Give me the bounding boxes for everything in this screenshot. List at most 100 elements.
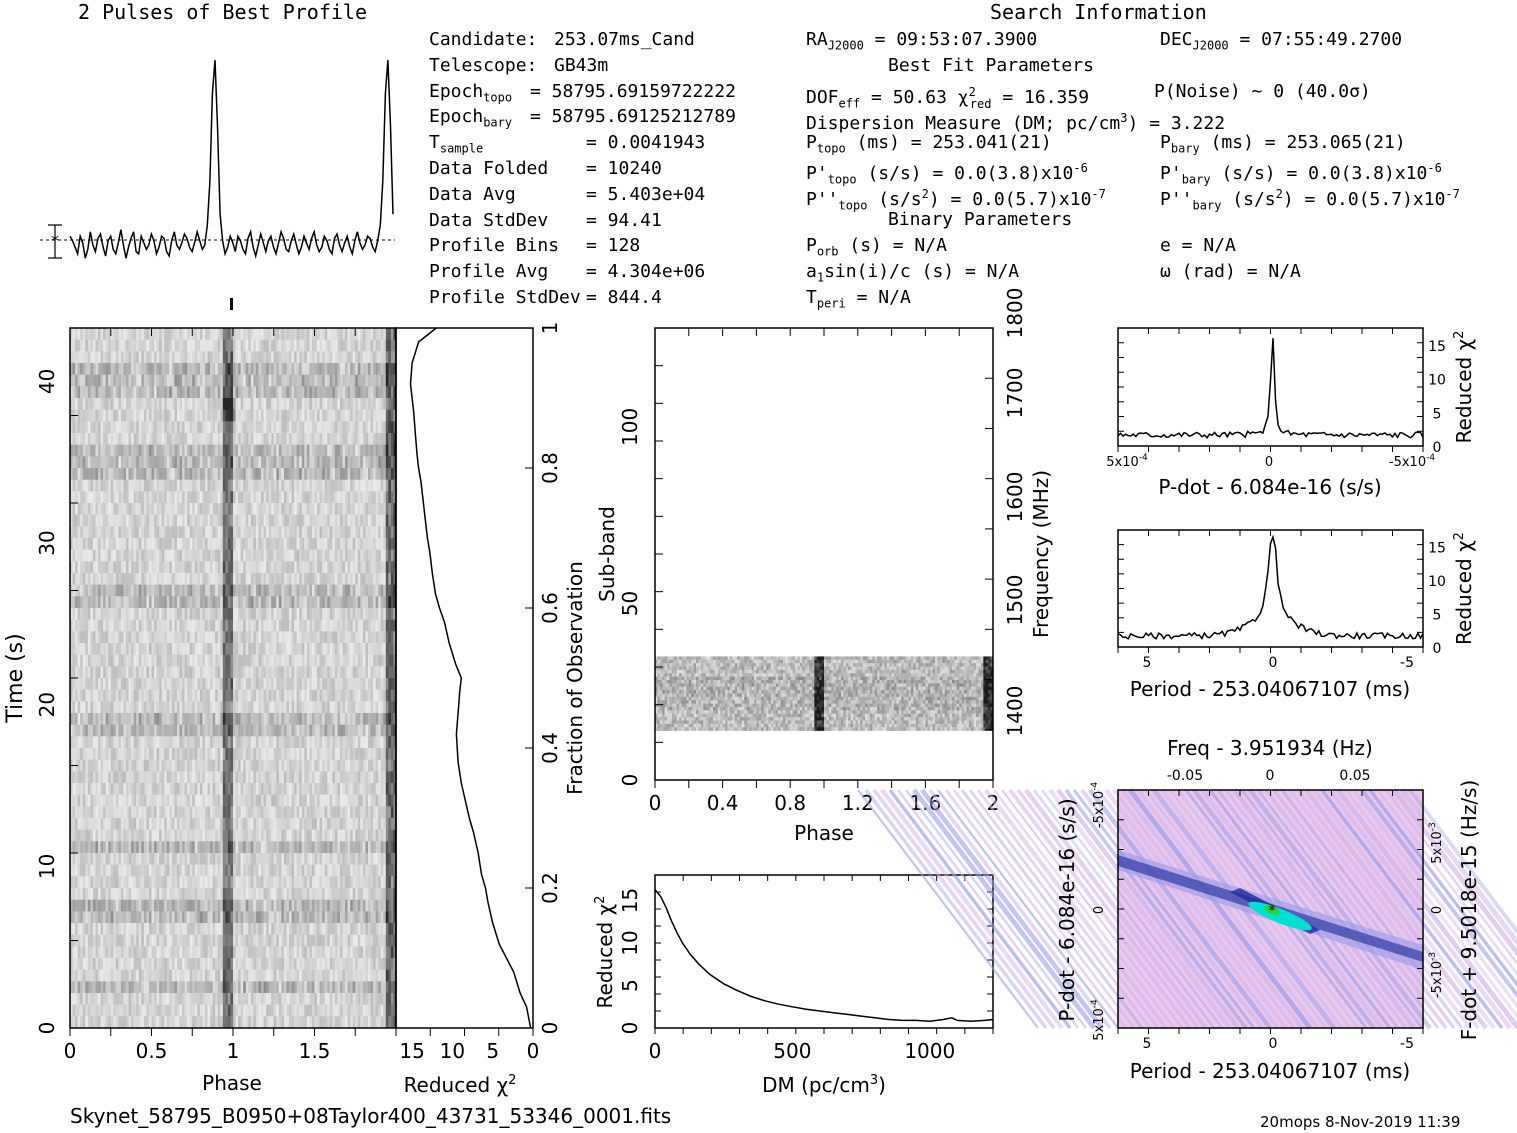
heat-cell: [286, 689, 290, 702]
heat-cell: [248, 643, 252, 655]
heat-cell: [375, 654, 379, 667]
heat-cell: [278, 503, 282, 515]
heat-cell: [337, 549, 341, 562]
heat-cell: [289, 759, 292, 772]
heat-cell: [108, 584, 112, 597]
heat-cell: [75, 526, 78, 539]
heat-cell: [255, 759, 259, 772]
heat-cell: [345, 654, 348, 667]
heat-cell: [261, 736, 264, 749]
heat-cell: [342, 374, 346, 387]
heat-cell: [103, 538, 106, 550]
heat-cell: [271, 608, 275, 620]
heat-cell: [184, 456, 188, 469]
heat-cell: [233, 444, 236, 457]
heat-cell: [309, 678, 313, 690]
heat-cell: [245, 386, 249, 399]
heat-cell: [98, 619, 101, 632]
heat-cell: [92, 503, 96, 515]
heat-cell: [304, 444, 308, 457]
heat-cell: [339, 596, 343, 609]
heat-cell: [156, 584, 160, 597]
heat-cell: [161, 444, 165, 457]
heat-cell: [385, 619, 389, 632]
heat-cell: [329, 503, 333, 515]
heat-cell: [276, 491, 280, 504]
heat-cell: [309, 433, 313, 445]
heat-cell: [286, 409, 290, 422]
heat-cell: [220, 433, 224, 445]
heat-cell: [276, 363, 280, 375]
heat-cell: [141, 421, 145, 434]
heat-cell: [332, 573, 336, 585]
heat-cell: [365, 409, 369, 422]
heat-cell: [263, 374, 267, 387]
heat-cell: [324, 713, 328, 725]
heat-cell: [261, 409, 264, 422]
heat-cell: [113, 514, 117, 527]
heat-cell: [179, 491, 183, 504]
heat-cell: [215, 479, 219, 492]
heat-cell: [367, 549, 371, 562]
heat-cell: [110, 456, 114, 469]
heat-cell: [317, 654, 320, 667]
heat-cell: [268, 409, 272, 422]
heat-cell: [110, 608, 114, 620]
heat-cell: [87, 421, 91, 434]
heat-cell: [90, 421, 94, 434]
heat-cell: [194, 503, 198, 515]
heat-cell: [268, 678, 272, 690]
heat-cell: [204, 596, 208, 609]
heat-cell: [345, 491, 348, 504]
heat-cell: [357, 759, 361, 772]
heat-cell: [385, 584, 389, 597]
heat-cell: [238, 573, 241, 585]
heat-cell: [383, 339, 387, 352]
heat-cell: [138, 643, 142, 655]
heat-cell: [123, 573, 127, 585]
heat-cell: [332, 328, 336, 340]
heat-cell: [362, 444, 366, 457]
heat-cell: [126, 654, 129, 667]
heat-cell: [217, 421, 221, 434]
heat-cell: [268, 421, 272, 434]
heat-cell: [289, 538, 292, 550]
heat-cell: [202, 689, 206, 702]
heat-cell: [161, 398, 165, 410]
heat-cell: [210, 759, 213, 772]
heat-cell: [204, 514, 208, 527]
heat-cell: [126, 398, 129, 410]
heat-cell: [306, 503, 310, 515]
heat-cell: [352, 421, 356, 434]
heat-cell: [322, 351, 325, 364]
heat-cell: [339, 701, 343, 714]
heat-cell: [258, 444, 262, 457]
heat-cell: [222, 584, 226, 597]
heat-cell: [113, 526, 117, 539]
heat-cell: [227, 736, 231, 749]
heat-cell: [225, 631, 229, 644]
heat-cell: [176, 433, 180, 445]
heat-cell: [215, 678, 219, 690]
heat-cell: [161, 759, 165, 772]
heat-cell: [304, 468, 308, 480]
heat-cell: [311, 538, 315, 550]
heat-cell: [296, 736, 300, 749]
heat-cell: [159, 654, 162, 667]
heat-cell: [70, 351, 73, 364]
heat-cell: [184, 608, 188, 620]
heat-cell: [319, 584, 323, 597]
heat-cell: [110, 748, 114, 760]
heat-cell: [126, 526, 129, 539]
heat-cell: [202, 339, 206, 352]
heat-cell: [294, 584, 297, 597]
heat-cell: [266, 549, 269, 562]
heat-cell: [350, 468, 354, 480]
heat-cell: [169, 654, 173, 667]
heat-cell: [210, 631, 213, 644]
heat-cell: [169, 444, 173, 457]
info-value: = 58795.69159722222: [530, 80, 736, 102]
heat-cell: [118, 433, 122, 445]
heat-cell: [141, 748, 145, 760]
heat-cell: [301, 398, 305, 410]
